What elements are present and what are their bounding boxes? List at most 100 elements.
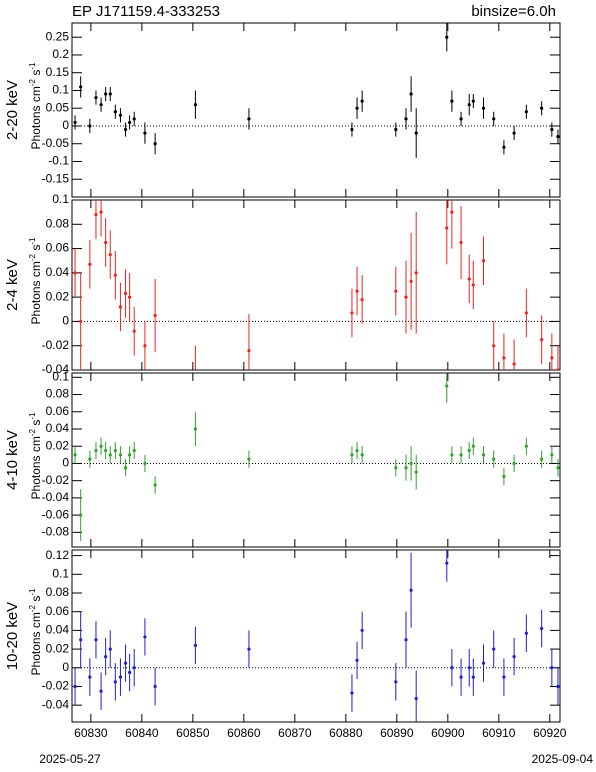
y-axis-unit: Photons cm-2 s-1 [28, 62, 44, 150]
y-tick-label: 0.15 [46, 65, 70, 79]
unit-exponent: -2 [28, 78, 37, 86]
data-point [350, 453, 354, 457]
data-point [445, 561, 449, 565]
data-point [99, 444, 103, 448]
unit-exponent: -2 [28, 253, 37, 261]
x-tick-label: 60840 [125, 726, 159, 740]
data-point [459, 453, 463, 457]
data-point [512, 654, 516, 659]
unit-text: Photons cm [29, 86, 43, 149]
frame [71, 22, 561, 198]
data-point [550, 666, 554, 670]
y-tick-label: -0.1 [48, 154, 69, 168]
unit-text: s [29, 245, 43, 254]
data-point [355, 289, 359, 293]
unit-exponent: -1 [28, 62, 37, 70]
data-point [492, 457, 496, 461]
data-point [143, 131, 147, 135]
unit-exponent: -1 [28, 412, 37, 420]
data-point [355, 658, 359, 662]
unit-text: s [29, 596, 43, 605]
unit-text: s [29, 70, 43, 79]
data-point [467, 103, 471, 107]
data-point [556, 368, 560, 370]
data-point [73, 453, 77, 457]
data-point [79, 319, 83, 324]
unit-text: Photons cm [29, 436, 43, 499]
data-point [132, 329, 136, 333]
y-axis-unit: Photons cm-2 s-1 [28, 237, 44, 325]
data-point [104, 448, 108, 453]
data-point [404, 117, 408, 121]
data-point [550, 453, 554, 457]
y-tick-label: 0.08 [46, 585, 70, 599]
data-point [123, 127, 128, 132]
data-point [524, 110, 528, 114]
y-tick-label: 0.04 [46, 623, 70, 637]
data-point [471, 283, 475, 287]
y-tick-label: 0.02 [46, 438, 70, 452]
date-label: 2025-09-04 [532, 752, 594, 766]
data-point [123, 291, 128, 296]
y-axis-unit: Photons cm-2 s-1 [28, 588, 44, 676]
data-point [104, 92, 108, 96]
data-point [409, 461, 413, 466]
y-tick-label: -0.04 [42, 362, 70, 376]
data-point [394, 289, 398, 293]
frame [71, 372, 561, 548]
data-point [350, 127, 354, 132]
x-tick-label: 60830 [74, 726, 108, 740]
data-point [132, 117, 136, 121]
data-point [247, 647, 251, 651]
data-point [355, 448, 359, 453]
points [73, 23, 560, 158]
data-point [118, 113, 123, 117]
data-point [512, 461, 516, 466]
data-point [450, 210, 454, 214]
y-tick-label: -0.15 [42, 171, 70, 185]
x-tick-label: 60910 [482, 726, 516, 740]
data-point [467, 277, 471, 281]
data-point [404, 295, 408, 299]
data-point [394, 466, 398, 470]
data-point [414, 131, 418, 135]
x-tick-label: 60900 [431, 726, 465, 740]
data-point [73, 120, 77, 125]
data-point [492, 647, 496, 651]
data-point [193, 427, 198, 431]
data-point [467, 666, 471, 670]
frame [71, 549, 561, 723]
data-point [467, 448, 471, 453]
data-point [99, 210, 103, 214]
data-point [193, 103, 198, 107]
y-axis-label: 10-20 keV [4, 602, 21, 670]
data-point [512, 362, 516, 366]
data-point [88, 124, 92, 128]
points [73, 200, 560, 370]
unit-exponent: -1 [28, 588, 37, 596]
data-point [481, 259, 486, 263]
data-point [492, 344, 496, 348]
y-tick-label: -0.08 [42, 525, 70, 539]
data-point [104, 654, 108, 659]
data-point [459, 675, 463, 679]
y-axis-unit: Photons cm-2 s-1 [28, 412, 44, 500]
data-point [153, 483, 157, 487]
data-point [524, 444, 528, 448]
data-point [143, 635, 147, 639]
data-point [128, 453, 132, 457]
data-point [79, 85, 83, 89]
data-point [556, 135, 560, 139]
y-tick-label: 0.1 [52, 566, 69, 580]
data-point [113, 110, 117, 114]
data-point [481, 453, 486, 457]
data-point [360, 297, 364, 302]
data-point [193, 643, 198, 647]
data-point [88, 262, 92, 266]
data-point [471, 675, 475, 679]
data-point [394, 680, 398, 684]
data-point [540, 626, 544, 631]
x-tick-label: 60860 [227, 726, 261, 740]
x-tick-label: 60920 [533, 726, 567, 740]
data-point [143, 344, 147, 348]
